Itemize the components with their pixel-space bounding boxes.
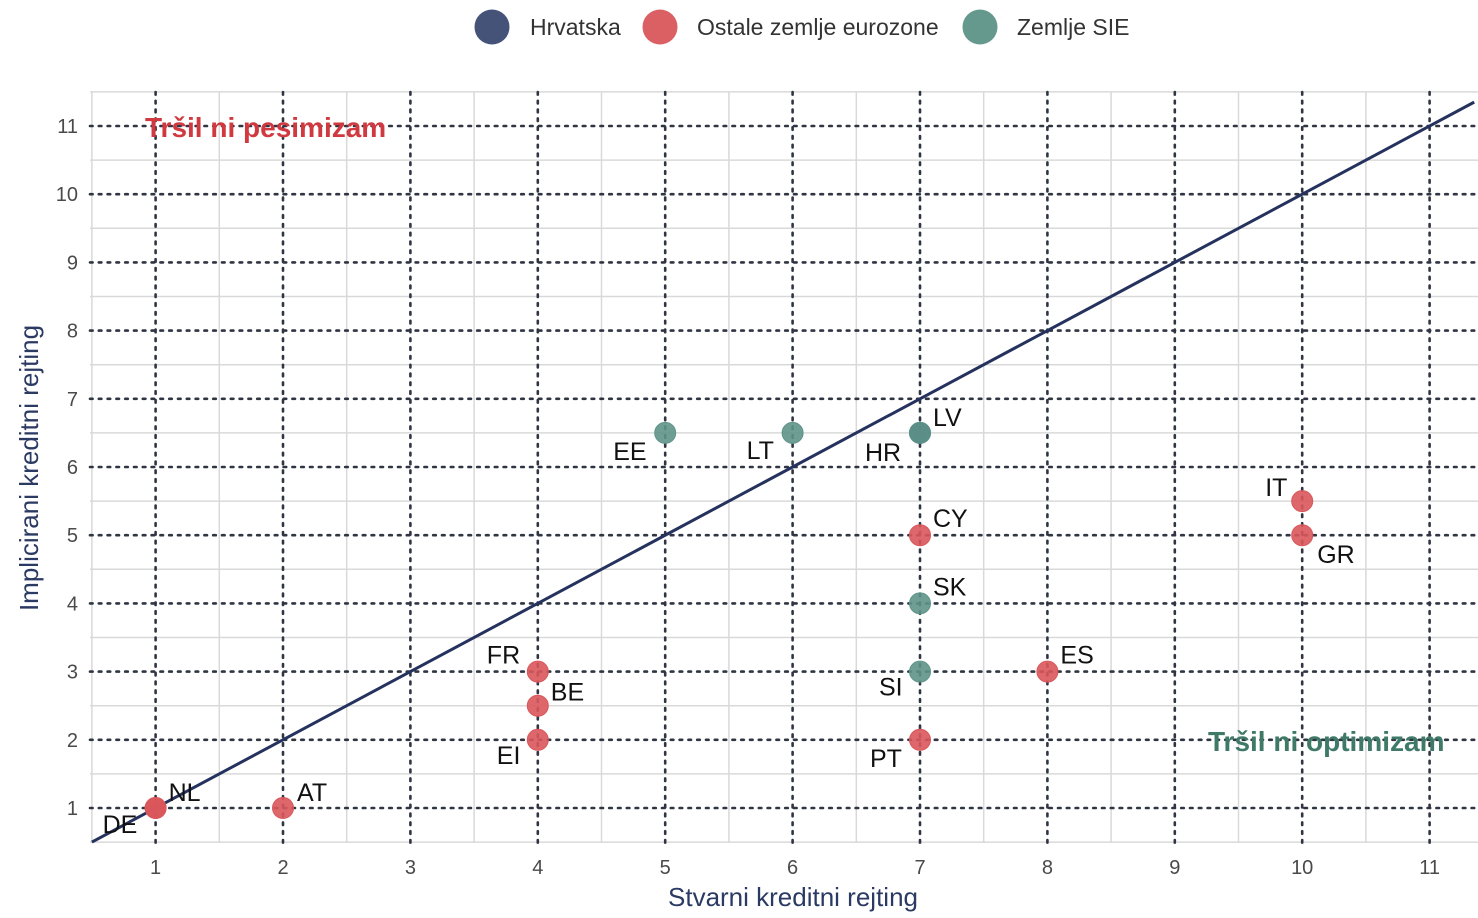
point-pt	[909, 728, 931, 751]
point-label-lt: LT	[747, 437, 774, 465]
y-tick-label: 8	[67, 321, 78, 343]
legend-label: Hrvatska	[530, 14, 621, 40]
legend-label: Zemlje SIE	[1017, 14, 1129, 40]
x-tick-label: 6	[787, 857, 798, 879]
x-tick-label: 4	[532, 857, 543, 879]
y-tick-label: 2	[67, 730, 78, 752]
y-tick-label: 9	[67, 252, 78, 274]
major-grid	[88, 90, 1478, 845]
data-points	[144, 421, 1314, 819]
x-tick-label: 3	[405, 857, 416, 879]
point-label-fr: FR	[487, 642, 520, 670]
point-nl	[144, 797, 167, 819]
legend-item: Hrvatska	[474, 9, 621, 45]
x-tick-label: 2	[277, 857, 288, 879]
point-labels: HR DE NL AT FR BE EI CY PT ES IT GR EE LT LV SK SI	[103, 404, 1355, 839]
zone-annotations: Tršil ni pesimizam Tršil ni optimizam	[145, 112, 1444, 757]
point-label-hr: HR	[865, 439, 901, 467]
point-be	[526, 694, 549, 717]
x-tick-label: 8	[1042, 857, 1053, 879]
point-at	[272, 797, 294, 819]
point-sk	[909, 592, 931, 615]
y-tick-label: 5	[67, 525, 78, 547]
point-label-si: SI	[879, 674, 903, 702]
annotation-pesimizam: Tršil ni pesimizam	[145, 112, 386, 143]
y-tick-label: 1	[67, 798, 78, 820]
point-gr	[1291, 524, 1314, 547]
point-label-sk: SK	[933, 573, 967, 601]
legend: Hrvatska Ostale zemlje eurozone Zemlje SIE	[474, 9, 1129, 45]
point-label-lv: LV	[933, 404, 962, 432]
legend-label: Ostale zemlje eurozone	[697, 14, 939, 40]
legend-swatch	[962, 9, 998, 45]
reference-line	[91, 100, 1475, 844]
y-tick-label: 7	[67, 389, 78, 411]
point-label-ee: EE	[613, 438, 646, 466]
y-tick-label: 4	[67, 593, 78, 615]
point-ee	[654, 421, 677, 444]
x-tick-label: 5	[660, 857, 671, 879]
point-it	[1291, 490, 1314, 513]
x-tick-label: 9	[1169, 857, 1180, 879]
point-label-cy: CY	[933, 505, 968, 533]
point-label-be: BE	[551, 679, 584, 707]
point-label-nl: NL	[169, 779, 201, 807]
x-tick-label: 7	[914, 857, 925, 879]
y-axis-title: Implicirani kreditni rejting	[14, 325, 44, 611]
point-label-de: DE	[103, 811, 138, 839]
x-tick-label: 10	[1291, 857, 1313, 879]
point-label-gr: GR	[1317, 541, 1355, 569]
point-label-es: ES	[1060, 642, 1093, 670]
point-lv	[909, 421, 931, 444]
point-si	[909, 660, 931, 683]
point-label-it: IT	[1265, 474, 1287, 502]
reference-line-group	[91, 100, 1475, 844]
y-tick-label: 3	[67, 662, 78, 684]
point-cy	[909, 524, 931, 547]
legend-swatch	[474, 9, 510, 45]
point-fr	[526, 660, 549, 683]
legend-item: Ostale zemlje eurozone	[642, 9, 939, 45]
y-tick-label: 11	[57, 116, 78, 138]
point-label-at: AT	[297, 779, 327, 807]
legend-item: Zemlje SIE	[962, 9, 1129, 45]
legend-swatch	[642, 9, 678, 45]
x-tick-label: 1	[150, 857, 161, 879]
y-tick-label: 6	[67, 457, 78, 479]
x-axis-ticks: 1 2 3 4 5 6 7 8 9 10 11	[150, 857, 1440, 879]
point-lt	[781, 421, 804, 444]
y-tick-label: 10	[56, 184, 78, 206]
point-label-pt: PT	[870, 745, 902, 773]
annotation-optimizam: Tršil ni optimizam	[1208, 726, 1444, 757]
point-es	[1036, 660, 1059, 683]
y-axis-ticks: 1 2 3 4 5 6 7 8 9 10 11	[56, 116, 78, 820]
point-label-ei: EI	[497, 742, 521, 770]
point-ei	[526, 728, 549, 751]
x-axis-title: Stvarni kreditni rejting	[668, 882, 918, 912]
x-tick-label: 11	[1419, 857, 1440, 879]
